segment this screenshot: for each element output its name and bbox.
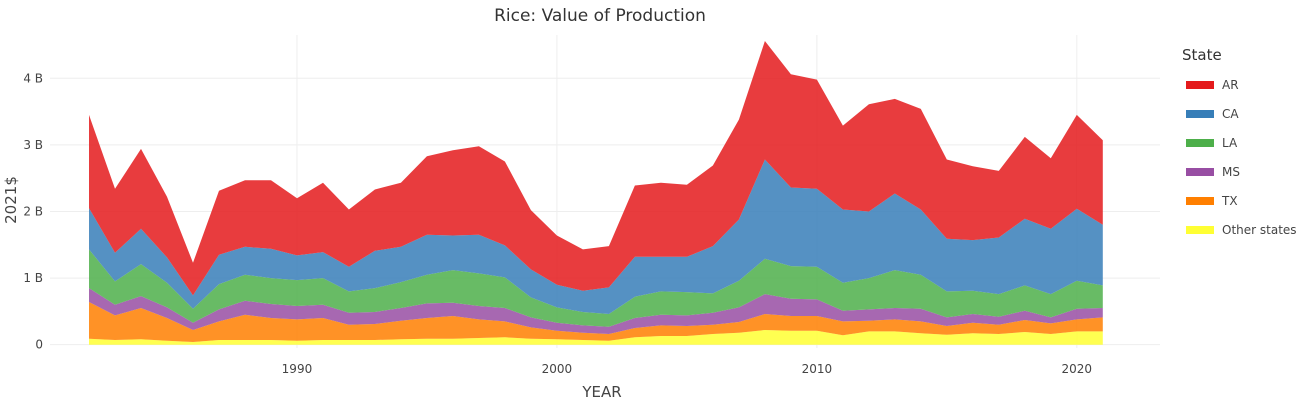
area-other-states[interactable] xyxy=(89,330,1103,345)
y-tick-label: 3 B xyxy=(23,138,43,152)
x-axis-label: YEAR xyxy=(581,383,621,400)
legend-label: CA xyxy=(1222,106,1239,121)
area-ms[interactable] xyxy=(89,288,1103,334)
x-tick-label: 1990 xyxy=(282,362,313,376)
plot-areas[interactable] xyxy=(89,41,1103,345)
legend-swatch xyxy=(1186,196,1214,205)
legend-item-ar[interactable]: AR xyxy=(1182,70,1307,99)
legend-item-ms[interactable]: MS xyxy=(1182,157,1307,186)
legend-item-ca[interactable]: CA xyxy=(1182,99,1307,128)
y-tick-label: 0 xyxy=(35,338,43,352)
legend-label: LA xyxy=(1222,135,1238,150)
chart-title: Rice: Value of Production xyxy=(494,6,706,26)
area-ca[interactable] xyxy=(89,159,1103,315)
x-tick-label: 2010 xyxy=(802,362,833,376)
y-axis-label: 2021$ xyxy=(2,176,20,224)
legend-swatch xyxy=(1186,109,1214,118)
legend-label: TX xyxy=(1222,193,1238,208)
legend-swatch xyxy=(1186,167,1214,176)
x-tick-label: 2000 xyxy=(542,362,573,376)
x-tick-label: 2020 xyxy=(1062,362,1093,376)
y-tick-label: 1 B xyxy=(23,271,43,285)
legend-title: State xyxy=(1182,46,1222,64)
axes: 1990 2000 2010 2020 0 1 B 2 B 3 B 4 B xyxy=(23,71,1092,376)
legend-swatch xyxy=(1186,225,1214,234)
legend-swatch xyxy=(1186,138,1214,147)
legend-label: AR xyxy=(1222,77,1239,92)
legend-swatch xyxy=(1186,80,1214,89)
legend-items: AR CA LA MS TX Other states xyxy=(1182,70,1307,244)
area-tx[interactable] xyxy=(89,302,1103,342)
legend: State AR CA LA MS TX Other states xyxy=(1182,46,1307,244)
legend-item-tx[interactable]: TX xyxy=(1182,186,1307,215)
legend-label: Other states xyxy=(1222,222,1297,237)
legend-item-la[interactable]: LA xyxy=(1182,128,1307,157)
legend-item-other-states[interactable]: Other states xyxy=(1182,215,1307,244)
area-la[interactable] xyxy=(89,249,1103,327)
y-tick-label: 4 B xyxy=(23,71,43,85)
legend-label: MS xyxy=(1222,164,1240,179)
y-tick-label: 2 B xyxy=(23,204,43,218)
area-ar[interactable] xyxy=(89,41,1103,296)
